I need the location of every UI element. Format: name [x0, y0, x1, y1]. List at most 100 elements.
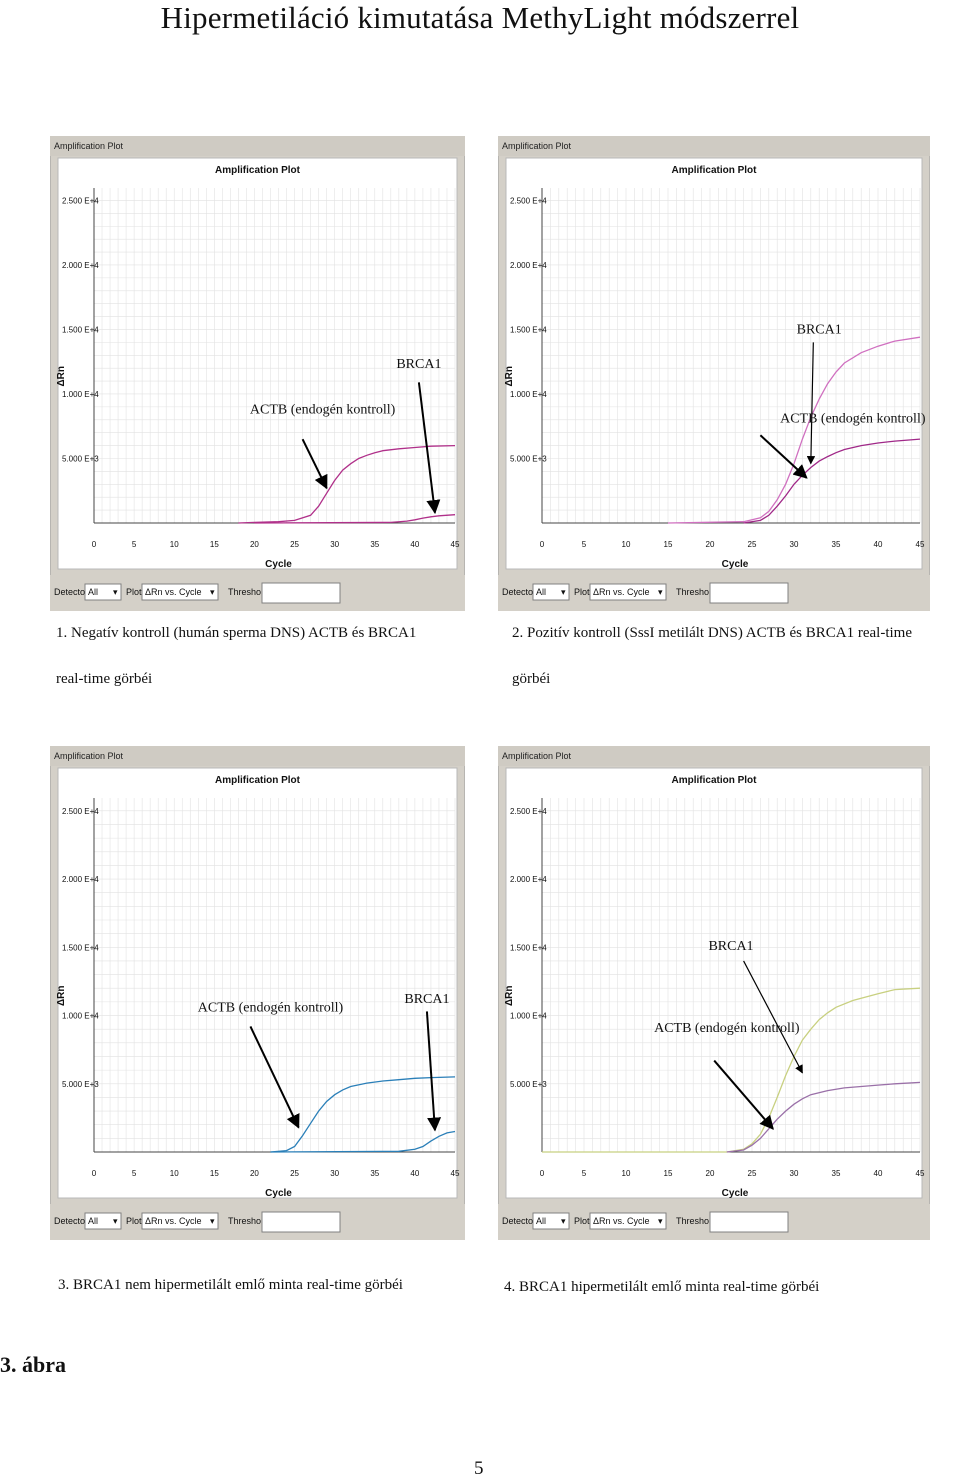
chart2-title-bar — [498, 136, 930, 156]
chart4-plot-select — [589, 1212, 667, 1230]
chart2-x-tick-label: 45 — [916, 540, 925, 549]
chart1-plot-chevron-icon: ▾ — [210, 587, 215, 597]
chart3-plot-select — [141, 1212, 219, 1230]
chart2-x-tick-label: 10 — [622, 540, 631, 549]
chart3-y-tick-label: 1.000 E+4 — [62, 1012, 99, 1021]
chart2-detector-value: All — [536, 587, 546, 597]
chart4-x-tick-label: 5 — [582, 1169, 587, 1178]
chart1-threshold-label: Threshold: — [228, 587, 271, 597]
chart1-x-tick-label: 40 — [410, 540, 419, 549]
chart4-x-tick-label: 0 — [540, 1169, 545, 1178]
caption-4: 4. BRCA1 hipermetilált emlő minta real-t… — [504, 1279, 820, 1295]
chart3-x-tick-label: 5 — [132, 1169, 137, 1178]
chart1-annotation-1: BRCA1 — [396, 357, 441, 372]
chart3-y-axis-label: ΔRn — [56, 985, 67, 1006]
amplification-plot-2: Amplification Plot Amplification Plot 5.00… — [498, 136, 930, 611]
chart2-y-tick-label: 1.000 E+4 — [510, 390, 547, 399]
chart4-y-tick-label: 1.500 E+4 — [510, 943, 547, 952]
chart1-threshold-input — [261, 582, 341, 604]
chart3-x-tick-label: 40 — [410, 1169, 419, 1178]
chart1-x-tick-label: 15 — [210, 540, 219, 549]
chart2-window-title: Amplification Plot — [502, 141, 572, 151]
chart2-x-axis-label: Cycle — [722, 559, 749, 570]
chart2-plot-chevron-icon: ▾ — [658, 587, 663, 597]
chart2-x-tick-label: 20 — [706, 540, 715, 549]
chart4-annotation-arrow-1 — [743, 960, 803, 1074]
chart3-y-tick-label: 5.000 E+3 — [62, 1080, 99, 1089]
chart4-y-tick-label: 2.000 E+4 — [510, 875, 547, 884]
chart3-series-1-line — [270, 1076, 456, 1153]
caption-3: 3. BRCA1 nem hipermetilált emlő minta re… — [58, 1277, 403, 1293]
chart3-annotation-2: ACTB (endogén kontroll) — [198, 1000, 344, 1015]
chart3-y-tick-label: 1.500 E+4 — [62, 943, 99, 952]
chart2-x-tick-label: 5 — [582, 540, 587, 549]
chart1-x-tick-label: 45 — [451, 540, 460, 549]
chart1-annotation-arrow-2 — [301, 438, 328, 490]
chart1-detector-label: Detector: — [54, 587, 91, 597]
amplification-plot-3: Amplification Plot Amplification Plot 5.00… — [50, 746, 465, 1240]
chart1-y-tick-label: 1.500 E+4 — [62, 325, 99, 334]
chart2-threshold-label: Threshold: — [676, 587, 719, 597]
chart2-x-tick-label: 30 — [790, 540, 799, 549]
chart1-y-tick-label: 2.000 E+4 — [62, 261, 99, 270]
chart3-threshold-input — [261, 1211, 341, 1233]
chart3-annotation-arrow-2 — [249, 1026, 300, 1129]
chart1-window-title: Amplification Plot — [54, 141, 124, 151]
chart4-x-tick-label: 20 — [706, 1169, 715, 1178]
chart1-x-tick-label: 10 — [170, 540, 179, 549]
amplification-plot-1: Amplification Plot Amplification Plot 5.00… — [50, 136, 465, 611]
caption-2-line-1: 2. Pozitív kontroll (SssI metilált DNS) … — [512, 625, 912, 641]
chart1-x-tick-label: 0 — [92, 540, 97, 549]
chart2-plot-background — [505, 157, 923, 570]
chart3-x-tick-label: 45 — [451, 1169, 460, 1178]
chart2-detector-chevron-icon: ▾ — [561, 587, 566, 597]
chart4-plot-value: ΔRn vs. Cycle — [593, 1216, 650, 1226]
chart3-detector-label: Detector: — [54, 1216, 91, 1226]
chart3-annotation-1: BRCA1 — [404, 992, 449, 1007]
chart1-detector-select — [84, 583, 122, 601]
amplification-plot-4: Amplification Plot Amplification Plot 5.00… — [498, 746, 930, 1240]
chart3-detector-chevron-icon: ▾ — [113, 1216, 118, 1226]
chart4-x-tick-label: 45 — [916, 1169, 925, 1178]
chart1-detector-value: All — [88, 587, 98, 597]
amplification-plot-panel-4: Amplification Plot Amplification Plot 5.00… — [498, 746, 930, 1240]
chart3-x-tick-label: 0 — [92, 1169, 97, 1178]
chart3-plot-title: Amplification Plot — [215, 775, 301, 786]
chart3-y-tick-label: 2.000 E+4 — [62, 875, 99, 884]
amplification-plot-panel-3: Amplification Plot Amplification Plot 5.00… — [50, 746, 465, 1240]
chart1-plot-select — [141, 583, 219, 601]
chart1-plot-title: Amplification Plot — [215, 165, 301, 176]
chart2-annotation-arrow-1 — [806, 342, 816, 465]
chart1-annotation-2: ACTB (endogén kontroll) — [250, 402, 396, 417]
chart4-annotation-1: BRCA1 — [708, 939, 753, 954]
chart3-x-tick-label: 20 — [250, 1169, 259, 1178]
chart4-y-axis-label: ΔRn — [504, 985, 515, 1006]
chart2-x-tick-label: 40 — [874, 540, 883, 549]
chart1-series-2-line — [254, 514, 456, 524]
caption-1-line-2: real-time görbéi — [56, 671, 153, 687]
chart3-x-axis-label: Cycle — [265, 1188, 292, 1199]
chart3-x-tick-label: 10 — [170, 1169, 179, 1178]
chart2-plot-label: Plot: — [574, 587, 592, 597]
amplification-plot-panel-2: Amplification Plot Amplification Plot 5.00… — [498, 136, 930, 611]
chart2-plot-value: ΔRn vs. Cycle — [593, 587, 650, 597]
chart2-y-tick-label: 5.000 E+3 — [510, 454, 547, 463]
chart3-y-tick-label: 2.500 E+4 — [62, 807, 99, 816]
chart4-x-tick-label: 35 — [832, 1169, 841, 1178]
chart3-plot-chevron-icon: ▾ — [210, 1216, 215, 1226]
chart3-x-tick-label: 35 — [370, 1169, 379, 1178]
chart2-y-tick-label: 1.500 E+4 — [510, 325, 547, 334]
chart4-x-axis-label: Cycle — [722, 1188, 749, 1199]
page-title: Hipermetiláció kimutatása MethyLight mód… — [160, 0, 800, 35]
chart2-x-tick-label: 0 — [540, 540, 545, 549]
chart2-x-tick-label: 35 — [832, 540, 841, 549]
chart1-x-tick-label: 20 — [250, 540, 259, 549]
chart3-x-tick-label: 30 — [330, 1169, 339, 1178]
chart1-series-1-line — [238, 444, 456, 524]
chart3-window-title: Amplification Plot — [54, 751, 124, 761]
chart3-annotation-arrow-1 — [425, 1011, 442, 1132]
chart1-annotation-arrow-1 — [417, 382, 441, 515]
chart4-detector-value: All — [536, 1216, 546, 1226]
chart4-y-tick-label: 5.000 E+3 — [510, 1080, 547, 1089]
chart4-threshold-label: Threshold: — [676, 1216, 719, 1226]
